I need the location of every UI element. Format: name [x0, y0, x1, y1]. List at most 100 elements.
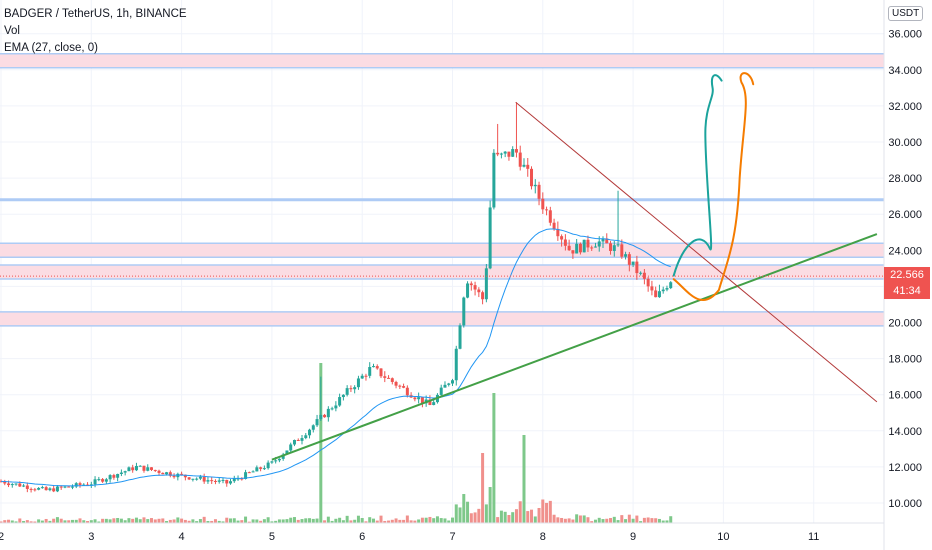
- volume-bar: [499, 510, 503, 523]
- volume-bar: [74, 519, 78, 523]
- candle-body: [499, 153, 503, 155]
- candle-body: [609, 243, 613, 251]
- candle-body: [552, 222, 556, 229]
- volume-bar: [202, 516, 206, 523]
- candle-body: [420, 397, 424, 404]
- candle-body: [108, 475, 112, 480]
- volume-bar: [251, 519, 255, 523]
- volume-bar: [405, 515, 409, 523]
- candle-body: [443, 384, 447, 388]
- time-tick-label: 2: [0, 531, 4, 543]
- candle-body: [277, 458, 281, 461]
- candle-body: [383, 376, 387, 378]
- candle-body: [526, 164, 530, 169]
- volume-bar: [518, 501, 522, 523]
- volume-bar: [292, 517, 296, 523]
- volume-bar: [631, 518, 635, 523]
- volume-bar: [131, 518, 135, 523]
- candle-body: [55, 486, 59, 492]
- candle-body: [514, 149, 518, 153]
- candle-body: [379, 368, 383, 377]
- currency-selector[interactable]: USDT: [888, 6, 924, 21]
- volume-bar: [420, 517, 424, 523]
- candle-body: [22, 485, 26, 487]
- volume-bar: [101, 518, 105, 523]
- volume-bar: [563, 518, 567, 523]
- volume-bar: [142, 517, 146, 523]
- time-tick-label: 8: [540, 531, 546, 543]
- candle-body: [405, 387, 409, 396]
- candle-body: [669, 282, 673, 289]
- candle-body: [300, 438, 304, 441]
- candle-body: [304, 435, 308, 439]
- candle-body: [127, 467, 131, 472]
- candle-body: [37, 487, 41, 490]
- volume-bar: [458, 507, 462, 523]
- volume-bar: [210, 520, 214, 523]
- candle-body: [74, 483, 78, 487]
- candle-body: [78, 483, 82, 485]
- volume-indicator-label[interactable]: Vol: [4, 25, 20, 37]
- candle-body: [466, 283, 470, 298]
- volume-bar: [300, 519, 304, 523]
- candle-body: [93, 479, 97, 485]
- volume-bar: [229, 518, 233, 523]
- volume-bar: [236, 520, 240, 523]
- candle-body: [451, 380, 454, 384]
- volume-bar: [138, 519, 142, 523]
- volume-bar: [157, 518, 161, 523]
- volume-bar: [492, 393, 496, 523]
- candle-body: [511, 149, 515, 157]
- candle-body: [360, 375, 364, 379]
- volume-bar: [108, 519, 112, 523]
- candle-body: [172, 475, 176, 478]
- price-tick-label: 24.000: [888, 245, 922, 257]
- volume-bar: [33, 521, 37, 523]
- volume-bar: [526, 511, 530, 523]
- candle-body: [334, 405, 338, 409]
- candle-body: [14, 483, 18, 485]
- candle-body: [582, 239, 586, 253]
- price-tick-label: 18.000: [888, 354, 922, 366]
- ascending-trendline: [271, 233, 878, 461]
- candle-body: [447, 383, 451, 385]
- volume-bar: [375, 520, 379, 523]
- volume-bars: [0, 363, 673, 523]
- candle-body: [650, 286, 654, 291]
- volume-bar: [97, 521, 101, 523]
- volume-bar: [639, 521, 643, 523]
- volume-bar: [277, 519, 281, 523]
- candle-body: [44, 487, 48, 491]
- volume-bar: [274, 520, 278, 523]
- volume-bar: [368, 517, 372, 523]
- volume-bar: [285, 519, 289, 523]
- candle-body: [236, 478, 240, 480]
- candle-body: [545, 209, 549, 211]
- symbol-title[interactable]: BADGER / TetherUS, 1h, BINANCE: [4, 8, 187, 20]
- candle-body: [477, 289, 481, 293]
- candle-body: [33, 489, 37, 491]
- volume-bar: [244, 516, 248, 523]
- ema-indicator-label[interactable]: EMA (27, close, 0): [4, 42, 98, 54]
- candle-body: [368, 367, 372, 376]
- volume-bar: [612, 516, 616, 523]
- candle-body: [548, 210, 552, 223]
- volume-bar: [356, 515, 360, 523]
- candle-body: [29, 488, 33, 490]
- candle-body: [187, 477, 191, 480]
- volume-bar: [89, 520, 93, 523]
- volume-bar: [18, 518, 22, 523]
- candle-body: [661, 289, 665, 292]
- volume-bar: [665, 520, 669, 523]
- volume-bar: [25, 520, 29, 523]
- volume-bar: [556, 517, 560, 523]
- candle-body: [530, 168, 534, 187]
- volume-bar: [590, 521, 594, 523]
- candle-body: [417, 397, 421, 400]
- candle-body: [398, 385, 402, 387]
- volume-bar: [55, 517, 59, 523]
- volume-bar: [150, 518, 153, 523]
- volume-bar: [232, 518, 236, 523]
- volume-bar: [198, 519, 202, 523]
